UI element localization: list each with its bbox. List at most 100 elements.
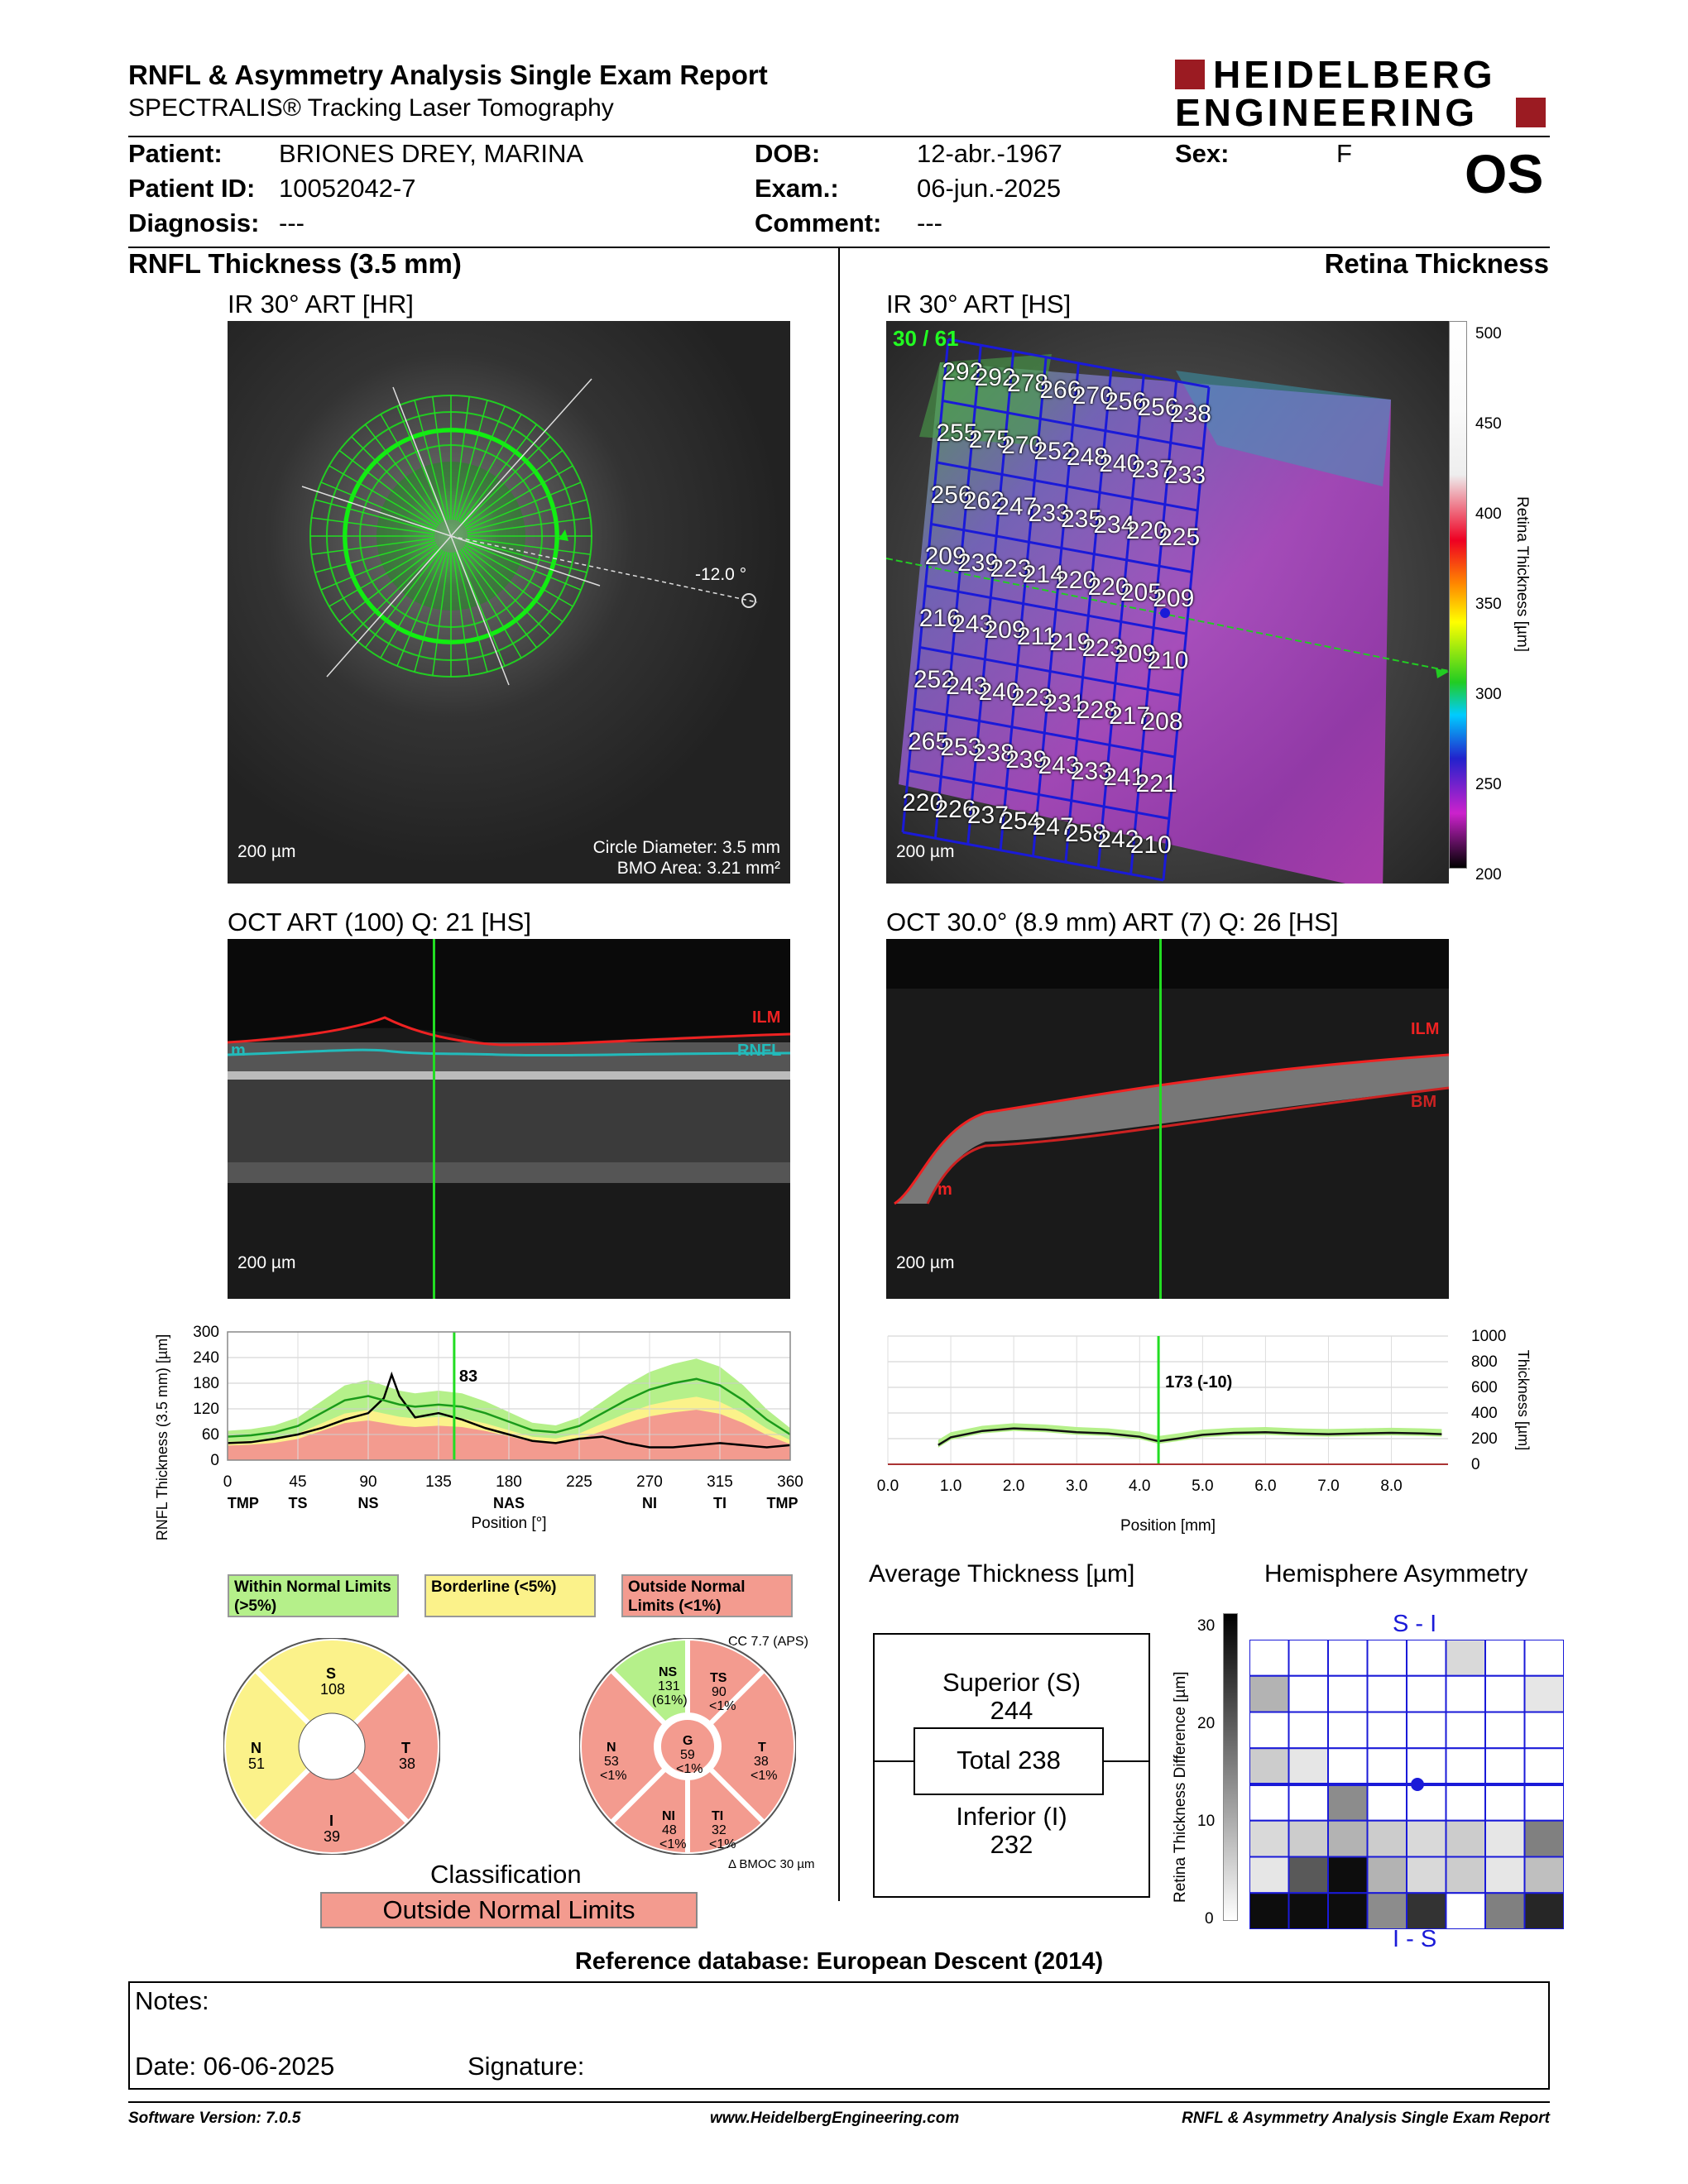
pie-n-name: N [251,1740,261,1756]
legend-within-normal: Within Normal Limits (>5%) [228,1574,399,1617]
grid-cell-value: 211 [1016,622,1057,650]
scan-counter: 30 / 61 [893,326,959,351]
y-tick-label: 0 [210,1452,219,1469]
asymmetry-cell [1366,1674,1407,1713]
exam-label: Exam.: [755,174,839,203]
grid-cell-value: 233 [1028,499,1070,527]
grid-cell-value: 225 [1158,523,1201,551]
grid-cell-value: 235 [1061,505,1103,533]
asym-bottom-label: I - S [1393,1926,1437,1952]
asymmetry-cell [1484,1856,1526,1894]
grid-cell-value: 221 [1135,769,1177,797]
signature-label: Signature: [468,2052,585,2081]
pie-ni-pct: <1% [659,1837,687,1851]
grid-cell-value: 210 [1147,646,1189,674]
asymmetry-cell [1327,1892,1369,1929]
pie-cc-label: CC 7.7 (APS) [728,1635,808,1649]
asymmetry-cell [1366,1711,1407,1750]
y-tick-label: 0 [1471,1456,1480,1473]
asymmetry-cell [1406,1784,1447,1822]
asymmetry-cell [1484,1819,1526,1858]
x-tick-label: 8.0 [1380,1478,1402,1495]
colorbar-tick: 500 [1475,325,1502,342]
asymmetry-cell [1249,1711,1290,1750]
footer-report-name: RNFL & Asymmetry Analysis Single Exam Re… [1182,2110,1550,2127]
footer-website[interactable]: www.HeidelbergEngineering.com [710,2110,960,2127]
x-tick-label: 90 [359,1473,376,1491]
y-tick-label: 1000 [1471,1328,1506,1345]
asymmetry-cell [1484,1892,1526,1929]
asymmetry-cell [1288,1892,1329,1929]
bmo-area: BMO Area: 3.21 mm² [616,859,780,878]
avg-superior-value: 244 [990,1696,1033,1725]
asymmetry-cell [1484,1747,1526,1785]
diagnosis-label: Diagnosis: [128,208,260,237]
asymmetry-cell [1249,1784,1290,1822]
avg-thickness-box [873,1633,1150,1898]
pie-ns-pct: (61%) [652,1693,688,1707]
rnfl-series-line [227,1377,791,1438]
legend-borderline: Borderline (<5%) [424,1574,596,1617]
grid-cell-value: 270 [1001,431,1043,459]
grid-cell-value: 209 [924,543,966,571]
x-tick-label: 315 [707,1473,733,1491]
pie-quadrants [223,1638,440,1855]
pie-sectors [579,1638,796,1855]
grid-cell-value: 247 [995,493,1038,521]
right-oct-title: OCT 30.0° (8.9 mm) ART (7) Q: 26 [HS] [886,908,1339,936]
x-tick-label: 360 [777,1473,803,1491]
asym-tick: 20 [1197,1715,1216,1732]
left-section-title: RNFL Thickness (3.5 mm) [128,248,462,279]
y-tick-label: 60 [202,1426,219,1444]
asymmetry-cell [1288,1674,1329,1713]
asymmetry-cell [1484,1640,1526,1677]
ir-thickness-map: 30 / 61 292 292 278 266 270 256 256 238 255 275 27… [886,321,1449,884]
avg-total: Total 238 [957,1746,1061,1774]
comment-label: Comment: [755,208,882,237]
sex-value: F [1336,139,1352,168]
patient-label: Patient: [128,139,223,168]
rnfl-series-line [227,1371,791,1449]
thickness-colorbar [1449,321,1467,869]
sector-label: TMP [228,1495,259,1511]
notes-box [128,1981,1550,2090]
pie-i-value: 39 [324,1828,341,1845]
grid-cell-value: 220 [1055,567,1097,595]
normative-band [938,1423,1442,1448]
avg-inferior-value: 232 [990,1830,1033,1859]
asymmetry-colorbar [1223,1613,1238,1921]
eye-label: OS [1465,143,1544,204]
grid-cell-value: 247 [1032,813,1074,841]
reference-database: Reference database: European Descent (20… [574,1948,1104,1975]
classification-title: Classification [430,1860,582,1889]
grid-cell-value: 243 [1038,751,1080,779]
x-tick-label: 0.0 [877,1478,899,1495]
ir-fundus-image: -12.0 ° 200 µm Circle Diameter: 3.5 mm B… [228,321,790,884]
comment-value: --- [917,208,942,237]
x-tick-label: 1.0 [940,1478,961,1495]
y-tick-label: 800 [1471,1353,1498,1371]
sex-label: Sex: [1175,139,1230,168]
colorbar-tick: 400 [1475,505,1502,523]
pie-ns-value: 131 [658,1679,680,1693]
pie-global-sector [658,1717,717,1776]
rnfl-circle-overlay [301,378,758,686]
grid-cell-value: 231 [1043,690,1086,718]
asymmetry-cell [1406,1640,1447,1677]
brand-line1: HEIDELBERG [1213,53,1496,96]
pie-t6-name: T [758,1741,766,1755]
ir-right-scale-bar: 200 µm [896,842,955,861]
dob-label: DOB: [755,139,821,168]
grid-cell-value: 258 [1065,819,1107,847]
oct-rnfl-label: RNFL [737,1042,782,1060]
asymmetry-cell [1366,1856,1407,1894]
grid-cell-value: 265 [908,727,950,755]
footer-software: Software Version: 7.0.5 [128,2110,301,2127]
grid-cell-value: 220 [902,789,944,817]
asymmetry-cell [1523,1747,1564,1785]
asymmetry-cell [1523,1856,1564,1894]
rnfl-profile-chart: 300 240 180 120 60 00 45 90 135 180 225 270 315 360 TM… [154,1324,803,1540]
pie-t-name: T [401,1740,410,1756]
asymmetry-cell [1366,1640,1407,1677]
notes-label: Notes: [135,1986,209,2015]
